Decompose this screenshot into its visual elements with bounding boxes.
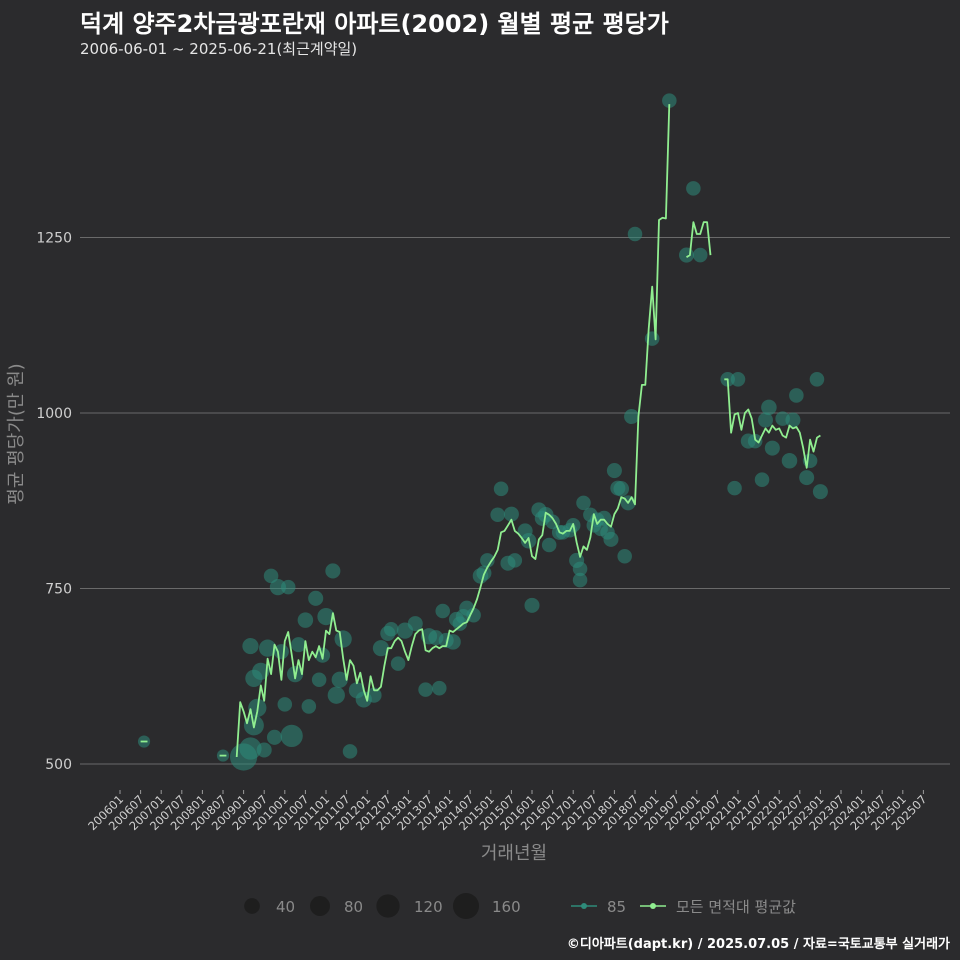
data-point	[311, 672, 327, 688]
data-point	[317, 607, 335, 626]
data-point	[418, 682, 433, 697]
data-point	[596, 510, 612, 526]
data-point	[490, 507, 505, 523]
data-point	[627, 226, 643, 242]
data-point	[747, 433, 763, 449]
average-line-segment-5	[724, 378, 821, 469]
data-point	[678, 247, 695, 263]
legend: 40 80 120 160 85 모든 면적대 평균값	[244, 892, 796, 920]
data-point	[572, 572, 588, 588]
data-point	[624, 408, 640, 425]
scatter-points-85	[137, 93, 828, 771]
legend-size-40	[244, 898, 260, 914]
grid-lines	[80, 237, 950, 765]
data-point	[308, 590, 324, 606]
data-point	[524, 597, 540, 613]
data-point	[789, 388, 804, 403]
data-point	[812, 484, 828, 500]
data-point	[466, 607, 481, 623]
data-point	[503, 506, 519, 522]
data-point	[603, 531, 619, 547]
data-point	[252, 662, 270, 680]
source-credit: ©디아파트(dapt.kr) / 2025.07.05 / 자료=국토교통부 실…	[566, 937, 950, 952]
y-axis-ticks: 500 750 1000 1250	[36, 231, 72, 774]
data-point	[692, 247, 708, 263]
data-point	[239, 737, 262, 760]
data-point	[799, 470, 815, 486]
data-point	[445, 634, 461, 650]
data-point	[572, 561, 588, 577]
data-point	[730, 372, 746, 387]
average-line	[140, 104, 821, 758]
data-point	[280, 724, 303, 748]
data-point	[325, 563, 341, 579]
data-point	[269, 578, 287, 596]
data-point	[541, 537, 557, 553]
data-point	[280, 579, 296, 595]
data-point	[383, 621, 399, 637]
data-point	[291, 637, 307, 653]
data-point	[686, 181, 701, 196]
x-axis-title: 거래년월	[481, 843, 547, 864]
data-point	[372, 640, 390, 657]
data-point	[754, 472, 770, 487]
y-tick-label-750: 750	[45, 582, 72, 598]
y-tick-label-1000: 1000	[36, 406, 72, 422]
data-point	[256, 742, 272, 758]
data-point	[407, 616, 423, 632]
data-point	[432, 680, 447, 696]
x-axis-ticks: 2006012006072007012007072008012008072009…	[85, 790, 930, 833]
legend-dot-average	[650, 903, 656, 909]
legend-size-label-80: 80	[344, 898, 363, 916]
data-point	[435, 603, 451, 619]
data-point	[366, 687, 382, 703]
legend-size-80	[310, 896, 330, 916]
data-point	[757, 412, 773, 428]
chart-subtitle: 2006-06-01 ~ 2025-06-21(최근계약일)	[80, 40, 358, 58]
data-point	[277, 697, 293, 712]
data-point	[764, 440, 780, 456]
data-point	[331, 671, 348, 688]
data-point	[390, 656, 406, 671]
data-point	[662, 93, 677, 108]
data-point	[242, 637, 259, 655]
data-point	[259, 639, 277, 657]
data-point	[334, 630, 352, 648]
y-tick-label-1250: 1250	[36, 231, 72, 247]
data-point	[493, 481, 509, 497]
average-line-segment-4	[686, 221, 712, 258]
data-point	[613, 481, 630, 497]
y-tick-label-500: 500	[45, 757, 72, 773]
data-point	[606, 463, 622, 479]
legend-label-average: 모든 면적대 평균값	[676, 898, 796, 916]
data-point	[809, 372, 825, 387]
legend-size-120	[376, 894, 400, 918]
legend-dot-85	[581, 903, 587, 909]
data-point	[342, 744, 358, 759]
data-point	[761, 399, 777, 416]
legend-size-label-40: 40	[276, 898, 295, 916]
data-point	[507, 553, 523, 568]
data-point	[785, 412, 801, 428]
data-point	[781, 452, 798, 469]
average-line-segment-3	[235, 104, 671, 758]
chart-title: 덕계 양주2차금광포란재 아파트(2002) 월별 평균 평당가	[80, 10, 669, 38]
data-point	[263, 568, 279, 584]
legend-size-label-160: 160	[492, 898, 521, 916]
data-point	[301, 699, 317, 714]
data-point	[480, 553, 495, 568]
data-point	[617, 548, 632, 564]
data-point	[727, 480, 742, 496]
data-point	[327, 686, 345, 704]
legend-size-label-120: 120	[414, 898, 443, 916]
data-point	[297, 612, 314, 628]
y-axis-title: 평균 평당가(만 원)	[6, 363, 27, 504]
data-point	[266, 729, 283, 745]
legend-size-160	[452, 892, 480, 920]
legend-label-85: 85	[607, 898, 626, 916]
data-point	[576, 495, 591, 511]
